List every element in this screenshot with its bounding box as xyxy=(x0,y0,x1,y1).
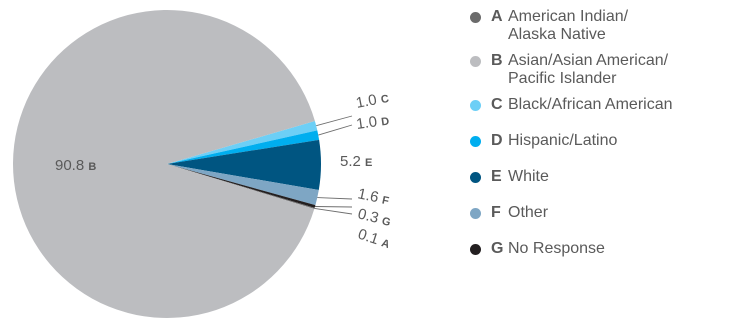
legend-key: F xyxy=(491,204,501,221)
data-label-a: 0.1 A xyxy=(356,226,393,252)
legend-item-b: B Asian/Asian American/ Pacific Islander xyxy=(470,52,673,88)
leader-line-f xyxy=(317,197,353,200)
data-label-f: 1.6 F xyxy=(356,185,391,208)
pie-slice-f xyxy=(167,164,319,206)
legend-label: No Response xyxy=(508,240,605,257)
legend-label: Other xyxy=(508,204,549,221)
data-label-g: 0.3 G xyxy=(356,205,393,230)
legend-label: White xyxy=(508,168,549,185)
pie-slice-b xyxy=(13,9,315,318)
pie-slice-e xyxy=(167,139,321,190)
legend-label: American Indian/ Alaska Native xyxy=(508,8,629,43)
pie-slice-a xyxy=(167,164,315,209)
legend-key: D xyxy=(491,132,503,149)
legend-swatch xyxy=(470,100,481,111)
legend-swatch xyxy=(470,12,481,23)
legend-label: Black/African American xyxy=(508,96,673,113)
legend-key: G xyxy=(491,240,504,257)
legend-key: E xyxy=(491,168,502,185)
leader-line-a xyxy=(314,207,353,215)
legend-key: C xyxy=(491,96,503,113)
legend-label: Hispanic/Latino xyxy=(508,132,618,149)
legend-swatch xyxy=(470,244,481,255)
legend-item-e: E White xyxy=(470,168,673,186)
pie-slice-d xyxy=(167,130,320,164)
data-label-c: 1.0 C xyxy=(355,89,391,112)
legend-item-c: C Black/African American xyxy=(470,96,673,114)
legend-swatch xyxy=(470,172,481,183)
pie-slice-c xyxy=(167,121,318,164)
legend-item-g: G No Response xyxy=(470,240,673,258)
legend-key: B xyxy=(491,52,503,69)
leader-line-d xyxy=(318,124,353,136)
leader-line-g xyxy=(314,206,353,208)
data-label-b: 90.8 B xyxy=(55,157,96,174)
data-label-e: 5.2 E xyxy=(340,153,372,170)
data-label-d: 1.0 D xyxy=(355,112,390,133)
legend-item-f: F Other xyxy=(470,204,673,222)
legend-label: Asian/Asian American/ Pacific Islander xyxy=(508,52,669,87)
legend-item-a: A American Indian/ Alaska Native xyxy=(470,8,673,44)
legend-swatch xyxy=(470,56,481,67)
legend-key: A xyxy=(491,8,503,25)
leader-line-c xyxy=(316,115,353,127)
legend: A American Indian/ Alaska Native B Asian/As… xyxy=(470,8,673,258)
pie-slice-g xyxy=(167,164,316,208)
legend-swatch xyxy=(470,208,481,219)
legend-item-d: D Hispanic/Latino xyxy=(470,132,673,150)
legend-swatch xyxy=(470,136,481,147)
